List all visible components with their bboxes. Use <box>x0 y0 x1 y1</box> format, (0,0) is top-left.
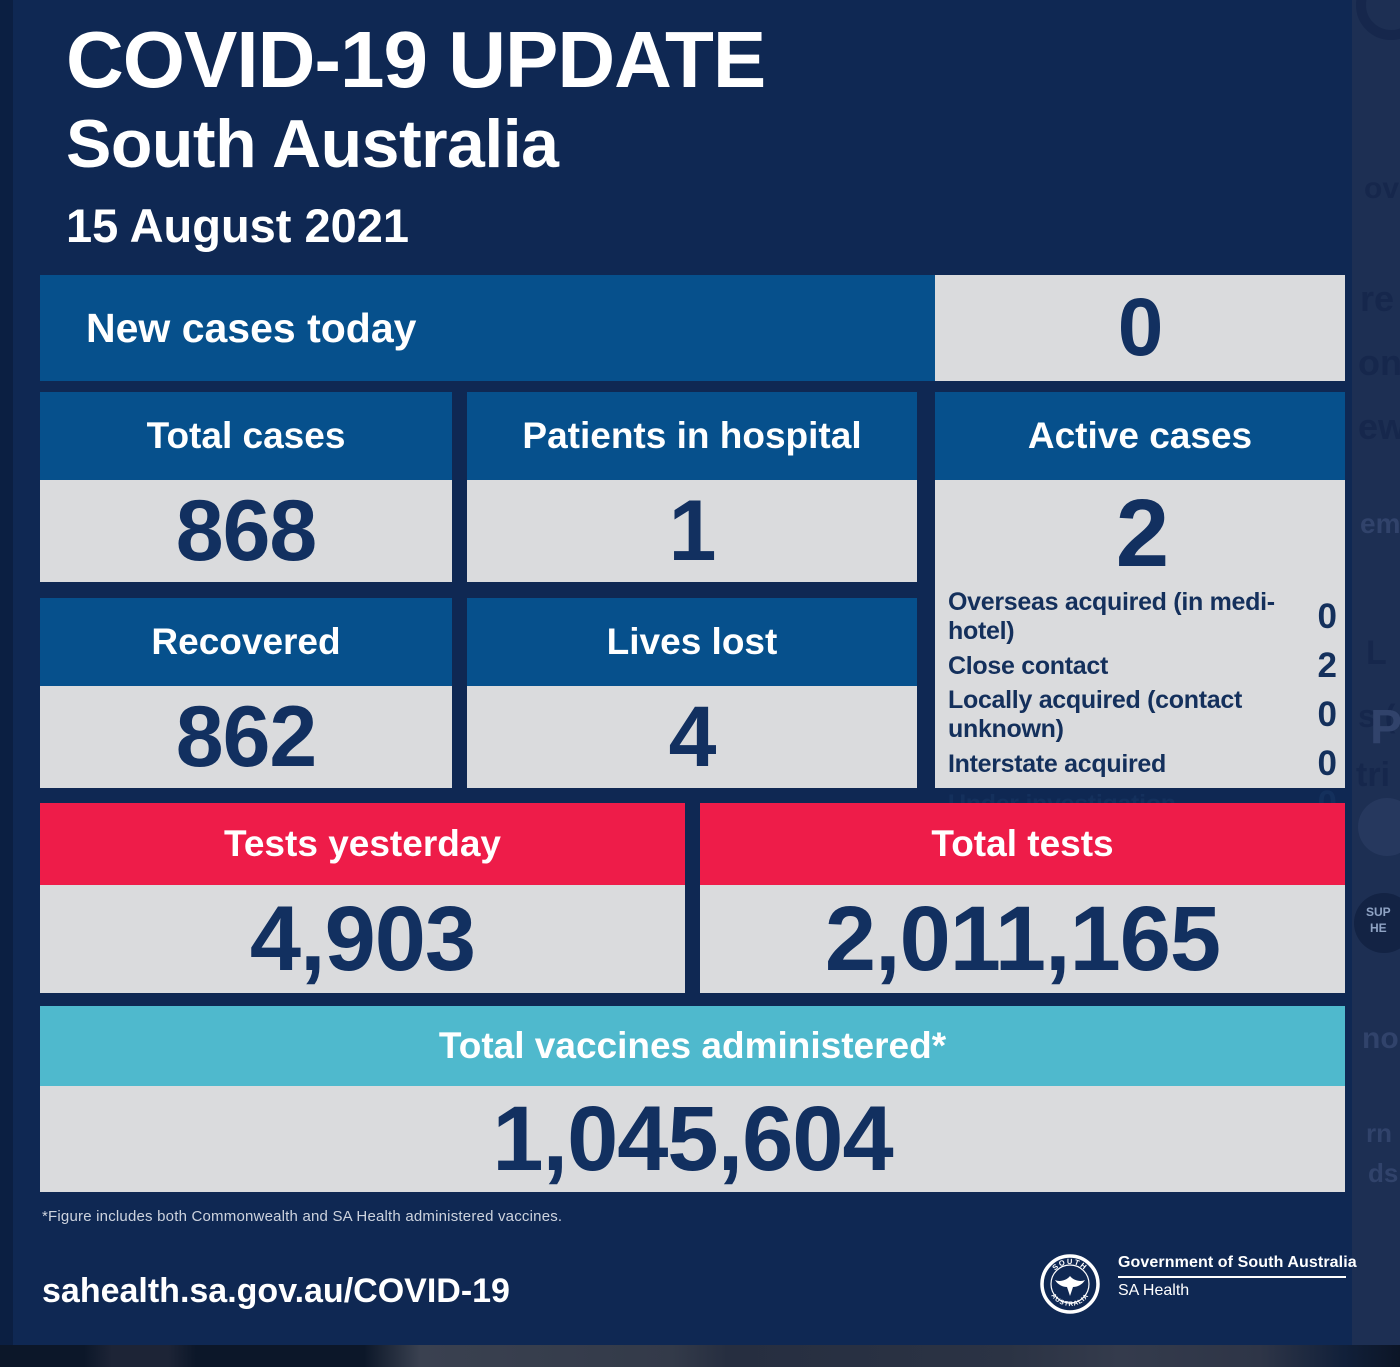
patients-in-hospital-header: Patients in hospital <box>467 392 917 480</box>
background-avatar <box>1358 798 1400 856</box>
background-text-fragment: re <box>1360 278 1395 319</box>
background-text-fragment: s ( <box>1358 698 1396 734</box>
vaccines-label: Total vaccines administered* <box>438 1025 947 1066</box>
card-header: COVID-19 UPDATE South Australia 15 Augus… <box>66 15 766 253</box>
patients-in-hospital-label: Patients in hospital <box>522 415 862 456</box>
recovered-value: 862 <box>175 688 317 785</box>
new-cases-label-text: New cases today <box>86 304 417 351</box>
tests-yesterday-box: Tests yesterday 4,903 <box>40 803 685 993</box>
vaccines-body: 1,045,604 <box>40 1086 1345 1192</box>
breakdown-value: 2 <box>1317 646 1337 685</box>
breakdown-label: Interstate acquired <box>948 749 1166 778</box>
breakdown-value: 0 <box>1317 597 1337 636</box>
new-cases-value-box: 0 <box>935 275 1345 381</box>
breakdown-label: Locally acquired (contact unknown) <box>948 686 1242 743</box>
government-logo: SOUTH AUSTRALIA Government of South Aust… <box>1040 1252 1357 1318</box>
south-australia-seal-icon: SOUTH AUSTRALIA <box>1040 1254 1100 1314</box>
active-cases-breakdown: Overseas acquired (in medi-hotel) 0 Clos… <box>948 588 1337 830</box>
government-of-sa-label: Government of South Australia <box>1118 1254 1357 1271</box>
lives-lost-value: 4 <box>668 688 717 785</box>
government-logo-text: Government of South Australia SA Health <box>1118 1254 1357 1300</box>
breakdown-row: Interstate acquired 0 <box>948 744 1337 784</box>
total-tests-header: Total tests <box>700 803 1345 885</box>
patients-in-hospital-body: 1 <box>467 480 917 582</box>
piping-shrike-icon <box>1055 1276 1085 1296</box>
sa-health-url: sahealth.sa.gov.au/COVID-19 <box>42 1272 510 1310</box>
vaccines-box: Total vaccines administered* 1,045,604 <box>40 1006 1345 1192</box>
background-text-fragment: ov <box>1364 172 1400 205</box>
background-page-right-strip: ov re on ew em L s ( tri P no SUP HE rn … <box>1352 0 1400 1345</box>
logo-divider <box>1118 1276 1346 1278</box>
total-tests-box: Total tests 2,011,165 <box>700 803 1345 993</box>
active-cases-box: Active cases 2 Overseas acquired (in med… <box>935 392 1345 823</box>
patients-in-hospital-value: 1 <box>668 482 717 579</box>
total-cases-box: Total cases 868 <box>40 392 452 582</box>
active-cases-body: 2 Overseas acquired (in medi-hotel) 0 Cl… <box>935 480 1345 823</box>
vaccines-value: 1,045,604 <box>492 1087 893 1190</box>
recovered-header: Recovered <box>40 598 452 686</box>
active-cases-header: Active cases <box>935 392 1345 480</box>
breakdown-value: 0 <box>1317 744 1337 783</box>
lives-lost-label: Lives lost <box>606 621 778 662</box>
background-text-fragment: L <box>1366 634 1387 672</box>
background-text-fragment: SUP <box>1366 905 1391 919</box>
vaccines-header: Total vaccines administered* <box>40 1006 1345 1086</box>
recovered-label: Recovered <box>151 621 341 662</box>
patients-in-hospital-box: Patients in hospital 1 <box>467 392 917 582</box>
background-text-fragment: no <box>1362 1022 1399 1055</box>
background-text-fragment: on <box>1358 342 1400 383</box>
total-cases-body: 868 <box>40 480 452 582</box>
card-left-edge <box>0 0 13 1345</box>
total-cases-header: Total cases <box>40 392 452 480</box>
total-cases-value: 868 <box>175 482 317 579</box>
new-cases-label: New cases today <box>40 275 935 381</box>
covid-update-card: COVID-19 UPDATE South Australia 15 Augus… <box>0 0 1357 1345</box>
background-avatar <box>1354 893 1400 953</box>
tests-yesterday-body: 4,903 <box>40 885 685 993</box>
vaccines-footnote: *Figure includes both Commonwealth and S… <box>42 1208 563 1225</box>
active-cases-value: 2 <box>1115 480 1170 587</box>
breakdown-label: Overseas acquired (in medi-hotel) <box>948 588 1275 645</box>
breakdown-row: Locally acquired (contact unknown) 0 <box>948 686 1337 744</box>
total-cases-label: Total cases <box>146 415 346 456</box>
tests-yesterday-value: 4,903 <box>249 887 476 990</box>
tests-yesterday-label: Tests yesterday <box>224 823 501 864</box>
card-subtitle: South Australia <box>66 105 559 182</box>
background-text-fragment: ds <box>1368 1158 1399 1188</box>
new-cases-value: 0 <box>1117 282 1164 373</box>
background-text-fragment: HE <box>1370 921 1387 935</box>
breakdown-row: Overseas acquired (in medi-hotel) 0 <box>948 588 1337 646</box>
lives-lost-body: 4 <box>467 686 917 788</box>
background-photo-strip <box>0 1345 1400 1367</box>
total-tests-body: 2,011,165 <box>700 885 1345 993</box>
background-text-fragment: P <box>1370 701 1400 754</box>
tests-yesterday-header: Tests yesterday <box>40 803 685 885</box>
card-date: 15 August 2021 <box>66 199 410 253</box>
total-tests-label: Total tests <box>931 823 1114 864</box>
lives-lost-header: Lives lost <box>467 598 917 686</box>
recovered-box: Recovered 862 <box>40 598 452 788</box>
background-circle-shape <box>1356 0 1400 40</box>
breakdown-value: 0 <box>1317 695 1337 734</box>
total-tests-value: 2,011,165 <box>824 887 1221 990</box>
lives-lost-box: Lives lost 4 <box>467 598 917 788</box>
active-cases-label: Active cases <box>1027 415 1253 456</box>
recovered-body: 862 <box>40 686 452 788</box>
background-text-fragment: rn <box>1366 1118 1392 1148</box>
card-title: COVID-19 UPDATE <box>66 15 766 104</box>
background-text-fragment: tri <box>1356 756 1390 794</box>
breakdown-row: Close contact 2 <box>948 646 1337 686</box>
background-text-fragment: em <box>1360 508 1400 539</box>
breakdown-label: Close contact <box>948 651 1109 680</box>
background-text-fragment: ew <box>1358 406 1400 447</box>
sa-health-label: SA Health <box>1118 1282 1190 1299</box>
